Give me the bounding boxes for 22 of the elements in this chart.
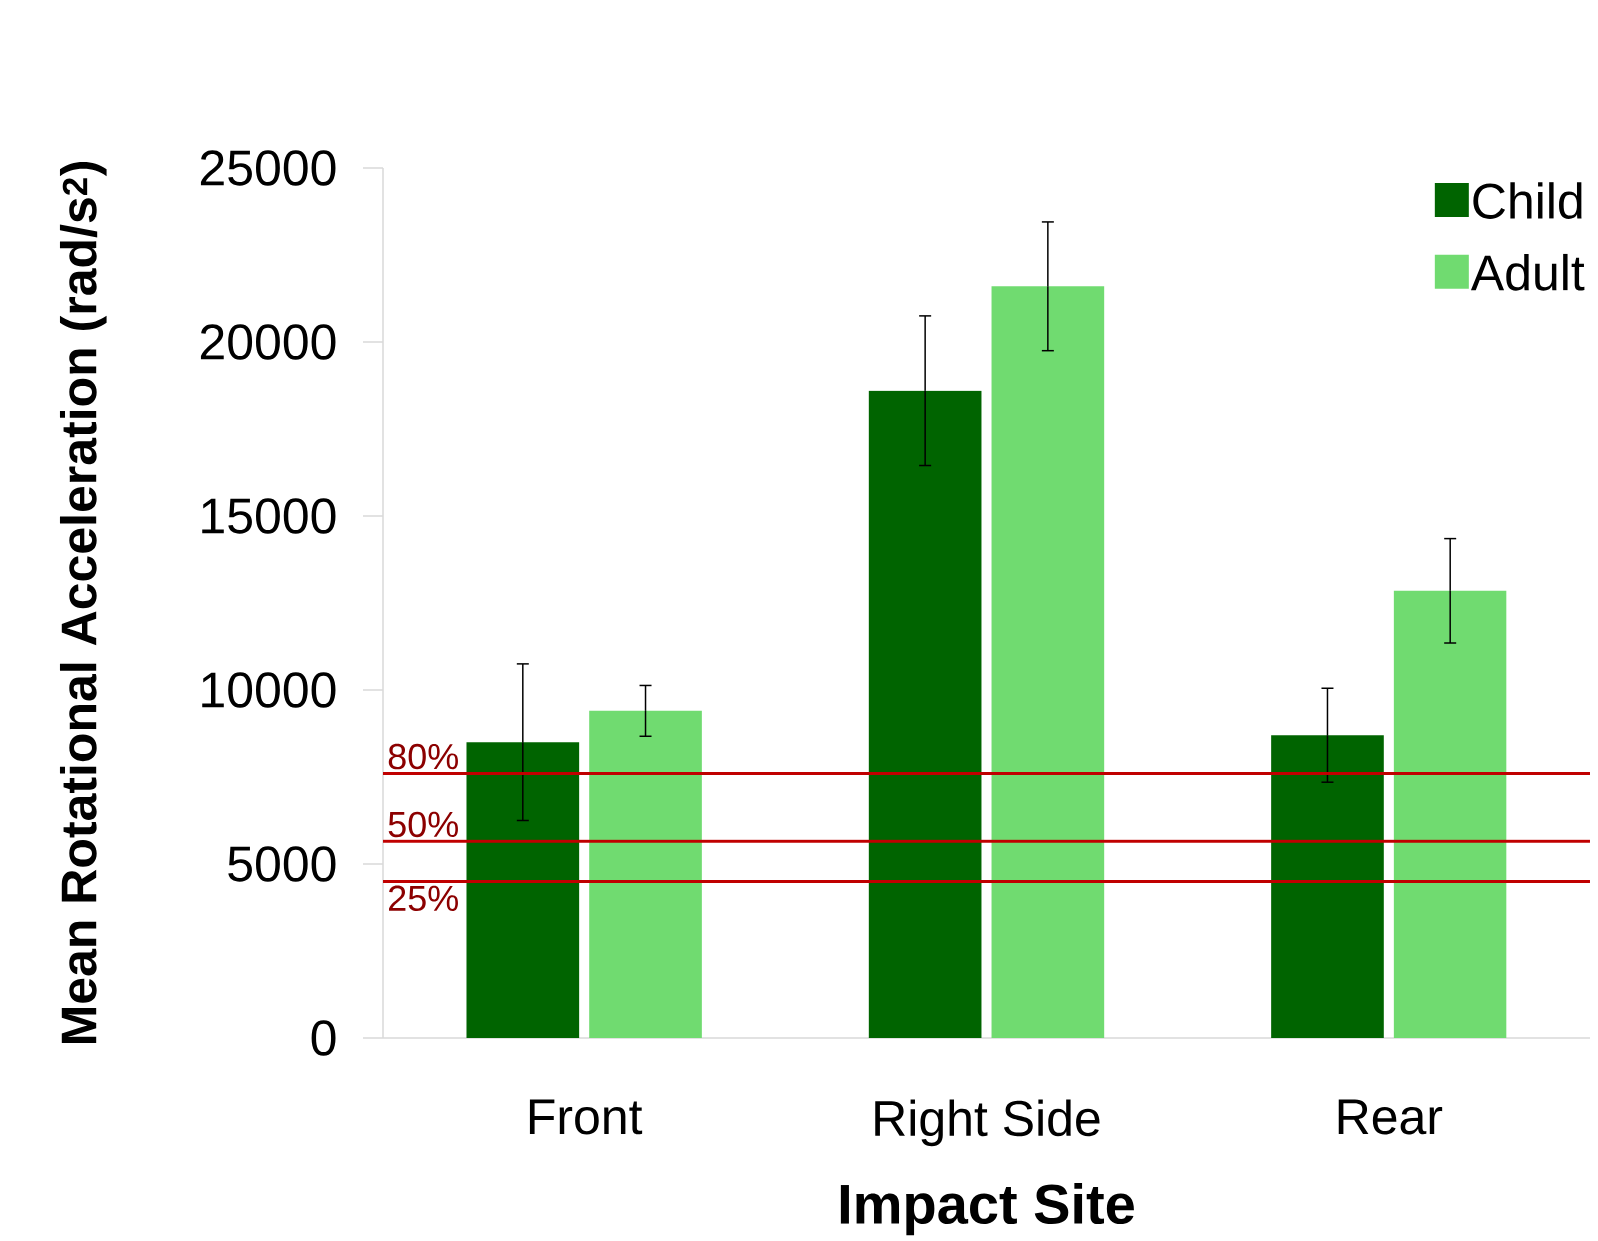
y-tick-label: 25000 <box>200 150 336 186</box>
bar <box>466 742 580 1038</box>
y-tick-label: 15000 <box>202 498 336 534</box>
annotation: 50% <box>388 811 458 838</box>
bar <box>868 390 982 1038</box>
annotation: 25% <box>389 885 458 912</box>
annotation: 80% <box>388 743 458 770</box>
y-tick-label: 0 <box>311 1020 336 1056</box>
x-tick-label: Right Side <box>875 1099 1100 1147</box>
bar <box>589 710 702 1038</box>
x-tick-label: Rear <box>1338 1099 1443 1135</box>
bar <box>1271 735 1384 1038</box>
y-axis-title: Mean Rotational Acceleration (rad/s$^{2}$) <box>59 162 107 1044</box>
bar <box>991 286 1105 1038</box>
legend-label: Adult <box>1470 253 1585 291</box>
y-tick-label: 10000 <box>202 672 336 708</box>
legend-label: Child <box>1473 182 1582 219</box>
y-tick-label: 20000 <box>200 324 336 360</box>
x-axis-title: Impact Site <box>840 1182 1134 1236</box>
bar <box>1393 590 1507 1038</box>
y-tick-label: 5000 <box>228 846 336 882</box>
x-tick-label: Front <box>529 1099 643 1135</box>
